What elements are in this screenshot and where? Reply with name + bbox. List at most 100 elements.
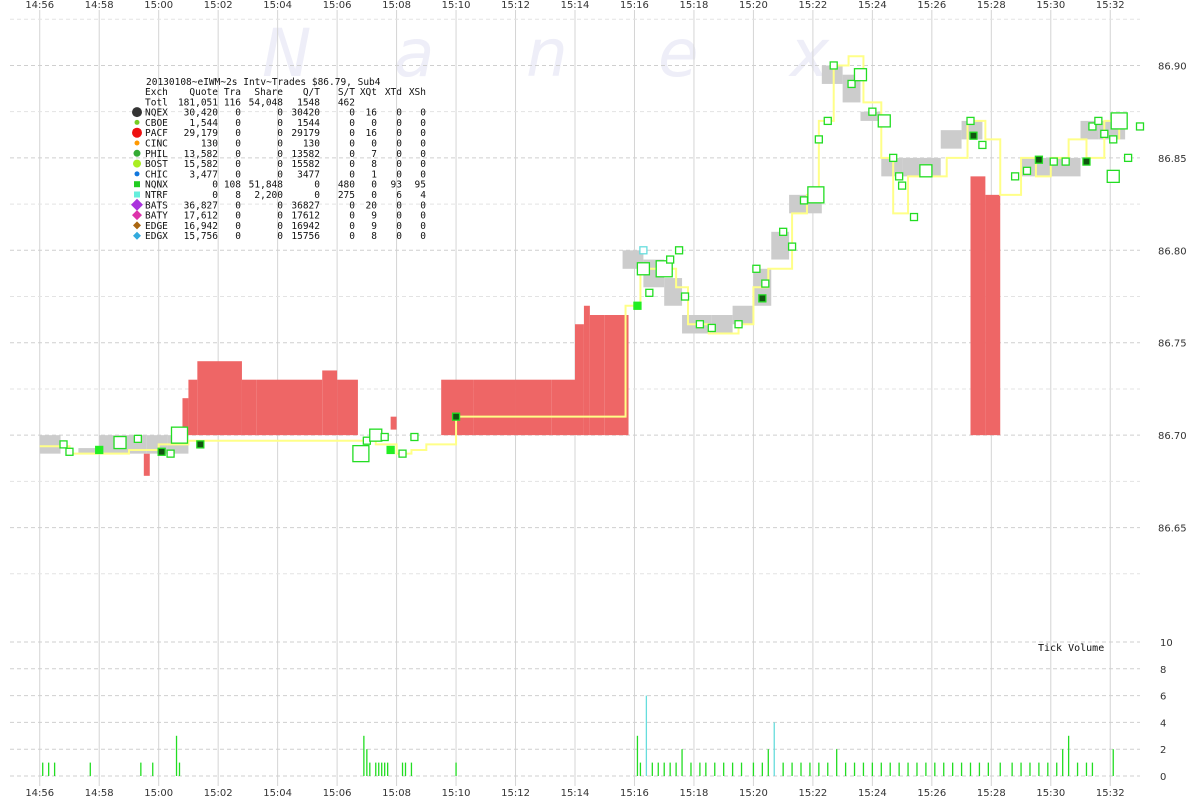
trade-marker [877, 114, 891, 128]
x-tick-label-bottom: 15:26 [917, 788, 946, 799]
stats-cell: 51,848 [249, 180, 284, 191]
stats-cell: 3477 [297, 169, 320, 180]
trade-marker [1123, 153, 1133, 163]
stats-cell: NTRF [145, 190, 168, 201]
spread-red-segment [256, 379, 293, 436]
stats-cell: 0 [349, 128, 355, 139]
volume-tick-label: 4 [1160, 718, 1166, 729]
stats-cell: 0 [349, 169, 355, 180]
stats-cell: 36827 [291, 200, 320, 211]
stats-cell: 0 [314, 190, 320, 201]
stats-cell: 0 [349, 108, 355, 119]
x-tick-label-bottom: 15:06 [323, 788, 352, 799]
trade-marker [889, 153, 898, 163]
stats-cell: EDGE [145, 221, 168, 232]
trade-marker [636, 262, 651, 276]
x-tick-label-bottom: 15:20 [739, 788, 768, 799]
stats-cell: 0 [235, 211, 241, 222]
spread-gray-segment [39, 435, 61, 454]
exchange-marker [133, 149, 141, 157]
trade-marker [829, 61, 838, 70]
trade-marker [807, 186, 825, 204]
trade-marker [969, 131, 978, 140]
spread-gray-segment [78, 448, 100, 454]
stats-cell: 0 [212, 180, 218, 191]
spread-gray-segment [842, 74, 861, 103]
x-tick-label-top: 15:28 [977, 0, 1006, 11]
trade-marker [1088, 122, 1097, 131]
spread-gray-segment [732, 305, 754, 325]
stats-cell: 0 [235, 169, 241, 180]
stats-cell: 0 [420, 211, 426, 222]
stats-cell: 15,582 [184, 159, 218, 170]
stats-cell: 16 [366, 128, 378, 139]
stats-cell: 13,582 [184, 149, 218, 160]
x-tick-label-bottom: 15:18 [680, 788, 709, 799]
trade-marker [966, 116, 975, 126]
trade-marker [655, 260, 673, 278]
stats-cell: 0 [371, 180, 377, 191]
stats-header-cell: XTd [385, 87, 402, 98]
stats-header-cell: XSh [409, 87, 426, 98]
x-tick-label-bottom: 15:24 [858, 788, 887, 799]
x-tick-label-bottom: 15:32 [1096, 788, 1125, 799]
stats-cell: 0 [396, 118, 402, 129]
exchange-marker [134, 119, 140, 125]
tick-volume-bars [42, 695, 1114, 776]
stats-cell: 6 [396, 190, 402, 201]
watermark-letter: N [262, 15, 311, 92]
volume-tick-label: 6 [1160, 692, 1166, 703]
stats-cell: 29179 [291, 128, 320, 139]
trade-marker [451, 412, 461, 421]
stats-cell: 0 [349, 149, 355, 160]
x-tick-label-top: 15:22 [798, 0, 827, 11]
trade-marker [707, 323, 716, 333]
exchange-marker [134, 171, 140, 177]
stats-cell: 13582 [291, 149, 320, 160]
trade-marker [897, 181, 907, 190]
stats-cell: 9 [371, 211, 377, 222]
stats-cell: 0 [277, 200, 283, 211]
stats-cell: 20 [366, 200, 378, 211]
stats-cell: CHIC [145, 169, 168, 180]
trade-marker [1135, 122, 1145, 131]
trade-marker [909, 212, 919, 222]
stats-cell: 30420 [291, 108, 320, 119]
stats-cell: 1544 [297, 118, 320, 129]
x-tick-label-top: 15:06 [323, 0, 352, 11]
x-tick-label-bottom: 15:02 [204, 788, 233, 799]
stats-cell: 8 [371, 159, 377, 170]
stats-cell: NQNX [145, 180, 168, 191]
stats-cell: 8 [235, 190, 241, 201]
stats-cell: 0 [235, 221, 241, 232]
x-tick-label-bottom: 15:30 [1036, 788, 1065, 799]
stats-cell: 0 [420, 159, 426, 170]
stats-cell: 8 [371, 231, 377, 242]
stats-cell: 3,477 [189, 169, 218, 180]
stats-cell: 0 [212, 190, 218, 201]
spread-red-segment [337, 379, 358, 436]
spread-red-segment [143, 453, 150, 476]
stats-cell: 0 [349, 200, 355, 211]
trade-marker [65, 447, 74, 456]
stats-cell: 0 [396, 139, 402, 150]
stats-cell: 16 [366, 108, 378, 119]
stats-header-cell: XQt [360, 87, 377, 98]
trade-marker [814, 135, 823, 144]
stats-cell: 480 [338, 180, 355, 191]
x-tick-label-bottom: 15:08 [382, 788, 411, 799]
trade-marker [1061, 157, 1070, 166]
spread-red-segment [188, 379, 198, 436]
stats-cell: 15582 [291, 159, 320, 170]
x-tick-label-bottom: 15:10 [442, 788, 471, 799]
trade-marker [1109, 135, 1118, 144]
spread-red-segment [515, 379, 552, 436]
stats-cell: NQEX [145, 108, 168, 119]
x-tick-label-top: 15:32 [1096, 0, 1125, 11]
trade-marker [352, 444, 370, 463]
stats-cell: Totl [145, 97, 168, 108]
stats-cell: CINC [145, 139, 168, 150]
spread-red-segment [583, 305, 590, 436]
price-tick-label: 86.70 [1158, 431, 1187, 442]
stats-cell: 0 [277, 159, 283, 170]
